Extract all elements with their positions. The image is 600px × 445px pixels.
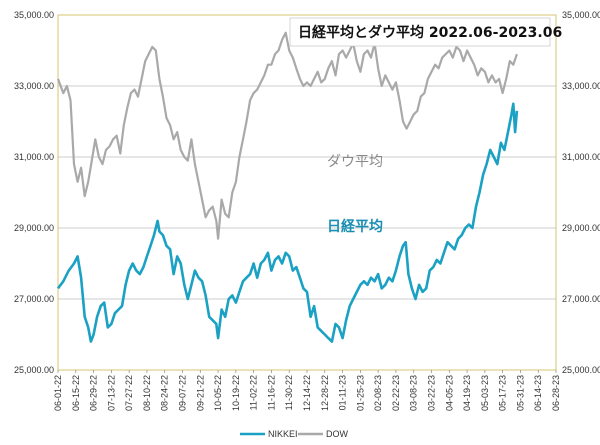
y-tick-label-left: 27,000.00 (14, 294, 54, 304)
x-tick-label: 05-03-23 (480, 375, 490, 411)
x-tick-label: 02-08-23 (373, 375, 383, 411)
nikkei-annotation: 日経平均 (327, 218, 383, 235)
x-tick-label: 05-31-23 (515, 375, 525, 411)
series-line-dow (56, 31, 518, 240)
x-tick-label: 11-16-22 (266, 375, 276, 410)
x-tick-label: 11-02-22 (249, 375, 259, 410)
x-tick-label: 11-30-22 (284, 375, 294, 410)
legend-label-dow: DOW (326, 429, 349, 439)
x-tick-label: 08-10-22 (142, 375, 152, 411)
left-y-axis: 25,000.00 27,000.00 29,000.00 31,000.00 33,0… (14, 10, 54, 375)
x-tick-label: 10-19-22 (231, 375, 241, 411)
x-tick-label: 08-24-22 (160, 375, 170, 411)
x-tick-label: 12-14-22 (302, 375, 312, 411)
y-tick-label-left: 35,000.00 (14, 10, 54, 20)
y-tick-label-right: 35,000.00 (562, 10, 600, 20)
x-tick-label: 06-28-23 (551, 375, 561, 411)
chart-title: 日経平均とダウ平均 2022.06-2023.06 (298, 24, 562, 41)
x-tick-label: 06-29-22 (89, 375, 99, 411)
x-tick-label: 01-25-23 (355, 375, 365, 411)
chart-title-box: 日経平均とダウ平均 2022.06-2023.06 (289, 17, 562, 47)
x-tick-label: 06-14-23 (533, 375, 543, 411)
x-tick-label: 03-08-23 (409, 375, 419, 411)
x-tick-label: 02-22-23 (391, 375, 401, 411)
y-tick-label-left: 33,000.00 (14, 81, 54, 91)
x-tick-label: 09-21-22 (195, 375, 205, 411)
x-tick-label: 07-27-22 (124, 375, 134, 411)
x-tick-label: 04-05-23 (444, 375, 454, 411)
y-tick-label-right: 33,000.00 (562, 81, 600, 91)
x-axis: 06-01-22 06-15-22 06-29-22 07-13-22 07-27-22… (53, 370, 561, 411)
x-tick-label: 06-15-22 (71, 375, 81, 411)
series-line-nikkei (56, 102, 519, 343)
x-tick-label: 04-19-23 (462, 375, 472, 411)
y-tick-label-right: 25,000.00 (562, 365, 600, 375)
y-tick-label-left: 31,000.00 (14, 152, 54, 162)
legend: NIKKEI DOW (240, 429, 349, 439)
x-tick-label: 03-22-23 (427, 375, 437, 411)
y-tick-label-left: 25,000.00 (14, 365, 54, 375)
y-tick-label-right: 27,000.00 (562, 294, 600, 304)
x-tick-label: 01-11-23 (338, 375, 348, 410)
right-y-axis: 25,000.00 27,000.00 29,000.00 31,000.00 33,0… (562, 10, 600, 375)
y-tick-label-left: 29,000.00 (14, 223, 54, 233)
legend-label-nikkei: NIKKEI (268, 429, 298, 439)
x-tick-label: 10-05-22 (213, 375, 223, 411)
x-tick-label: 05-17-23 (498, 375, 508, 411)
x-tick-label: 12-28-22 (320, 375, 330, 411)
dow-annotation: ダウ平均 (327, 154, 383, 170)
y-tick-label-right: 29,000.00 (562, 223, 600, 233)
x-tick-label: 09-07-22 (178, 375, 188, 411)
x-tick-label: 06-01-22 (53, 375, 63, 411)
series-lines (56, 31, 519, 343)
x-tick-label: 07-13-22 (106, 375, 116, 411)
y-tick-label-right: 31,000.00 (562, 152, 600, 162)
